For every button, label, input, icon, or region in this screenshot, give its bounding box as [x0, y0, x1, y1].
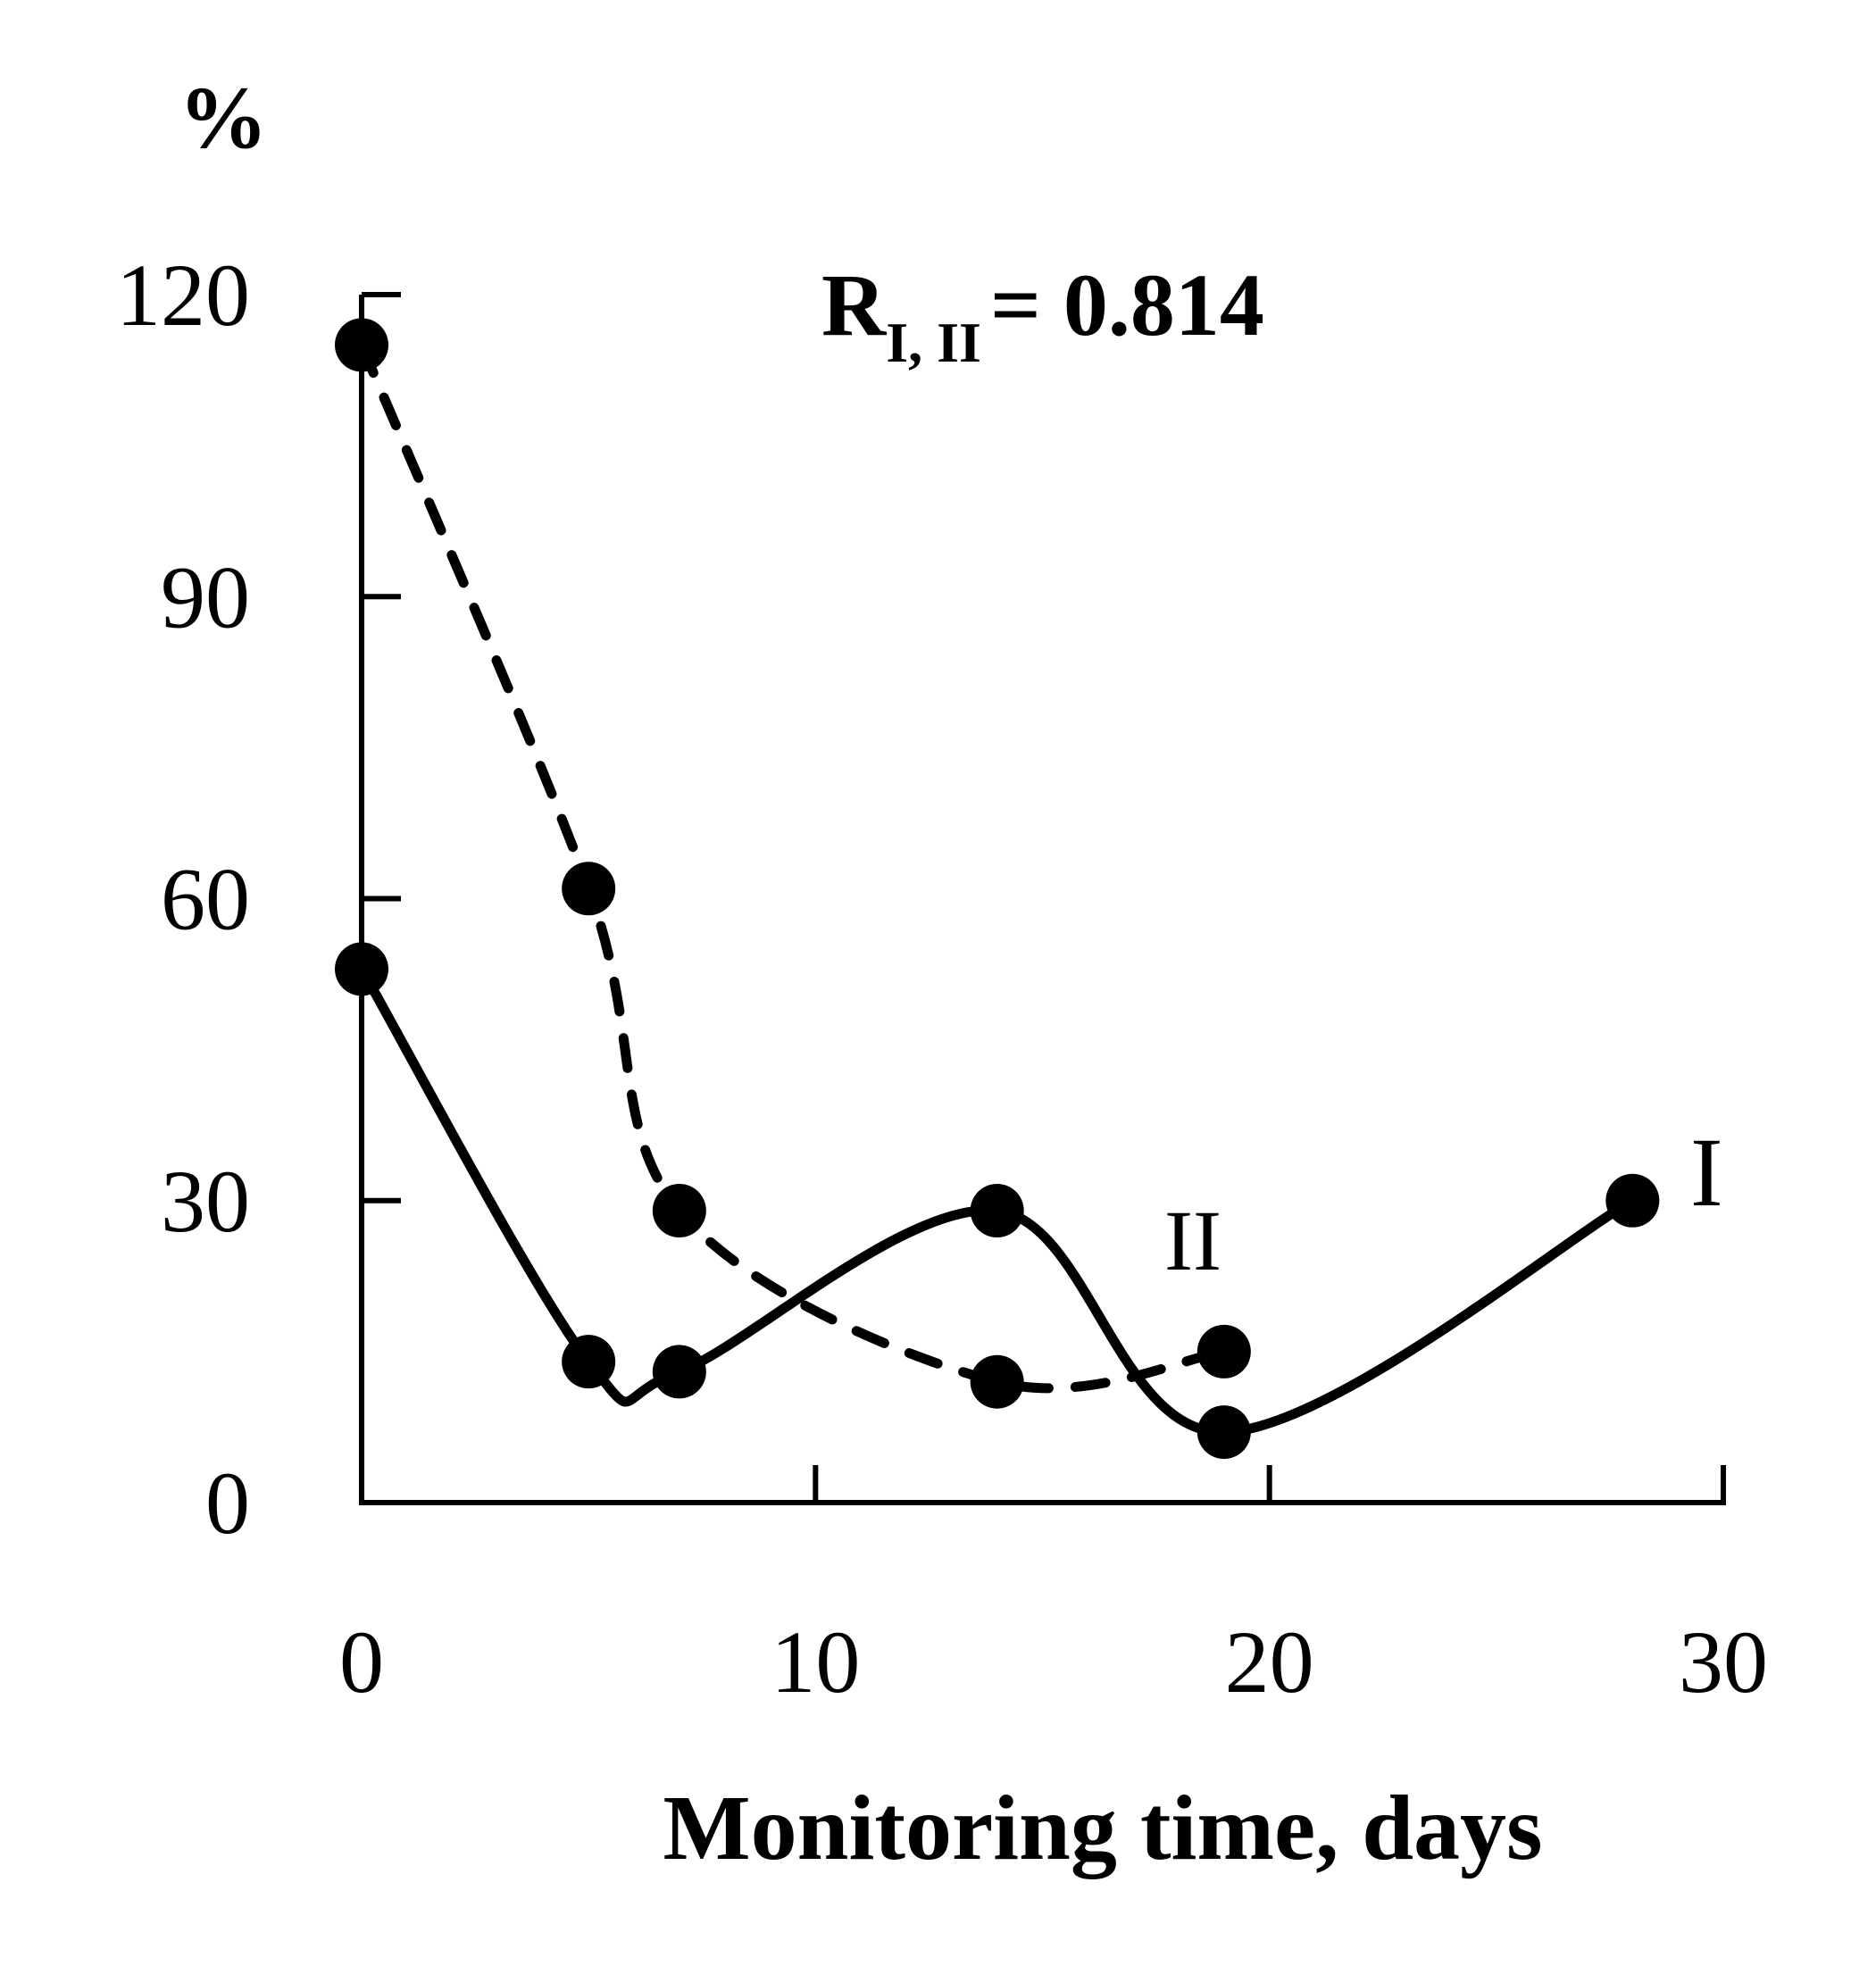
series-1-point [652, 1345, 706, 1399]
y-tick-label: 120 [116, 246, 250, 345]
y-tick-label: 90 [161, 547, 250, 646]
series-2-point [335, 318, 388, 372]
x-axis-label: Monitoring time, days [663, 1777, 1542, 1879]
x-tick-label: 10 [771, 1612, 860, 1712]
series-1-point [335, 942, 388, 996]
y-tick-label: 0 [205, 1453, 250, 1553]
series-2-point [562, 862, 616, 916]
series-layer [335, 318, 1660, 1460]
series-2-point [970, 1354, 1024, 1409]
correlation-annotation: RI, II = 0.814 [821, 255, 1264, 374]
series-1-label: I [1690, 1118, 1723, 1227]
series-2-line [356, 339, 1230, 1394]
annotation-subscript: I, II [886, 311, 981, 374]
x-tick-label: 0 [339, 1612, 384, 1712]
series-1-point [970, 1184, 1024, 1238]
annotation-main: R [821, 255, 888, 354]
series-2-label: II [1164, 1193, 1221, 1288]
series-2-point [652, 1184, 706, 1238]
y-tick-label: 30 [161, 1152, 250, 1251]
y-axis-label: % [179, 68, 268, 167]
axes: 0 30 60 90 120 0 10 20 30 [116, 246, 1768, 1712]
series-1-point [1196, 1405, 1251, 1460]
series-labels: III [1164, 1118, 1723, 1288]
x-tick-label: 30 [1679, 1612, 1768, 1712]
x-tick-label: 20 [1225, 1612, 1314, 1712]
series-1-point [562, 1335, 616, 1389]
series-2-point [1196, 1324, 1251, 1378]
series-1-line [356, 963, 1638, 1437]
y-tick-label: 60 [161, 850, 250, 949]
annotation-rest: = 0.814 [990, 255, 1264, 354]
series-1-point [1605, 1173, 1660, 1228]
